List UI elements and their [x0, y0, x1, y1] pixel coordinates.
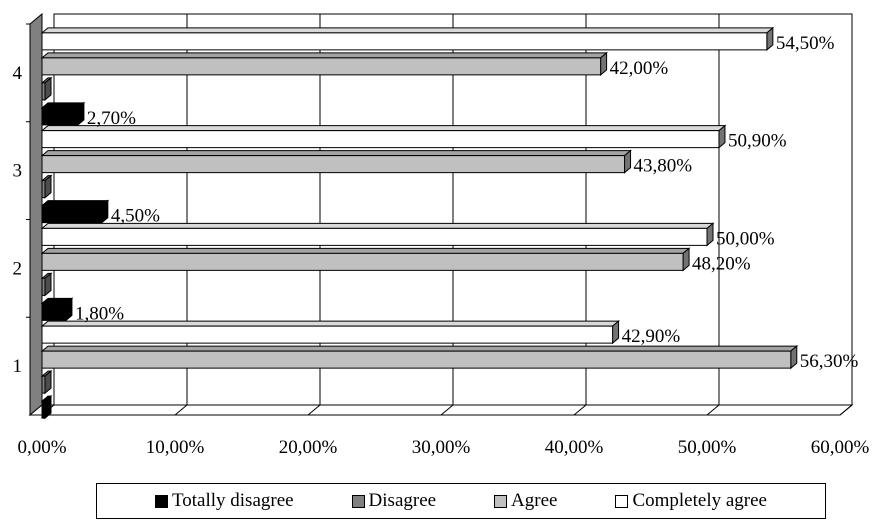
legend-swatch-icon — [615, 494, 629, 508]
y-tick-label: 2 — [13, 258, 23, 279]
x-tick-label: 30,00% — [412, 437, 471, 458]
data-label: 50,90% — [728, 131, 787, 152]
floor-plane — [28, 404, 854, 416]
bar — [41, 302, 67, 321]
y-tick-label: 4 — [13, 63, 23, 84]
x-tick-label: 10,00% — [146, 437, 205, 458]
legend-item-disagree: Disagree — [351, 490, 437, 512]
bar — [41, 375, 46, 394]
y-tick-label: 1 — [13, 356, 23, 377]
chart-axes: 0,00% 10,00% 20,00% 30,00% 40,00% 50,00% 60,00… — [13, 23, 870, 458]
bar — [41, 155, 626, 174]
data-label: 56,30% — [800, 351, 859, 372]
bar — [41, 32, 768, 51]
bar — [41, 107, 79, 126]
data-label: 50,00% — [716, 228, 775, 249]
bar — [41, 205, 103, 224]
bar — [41, 82, 46, 101]
bar-top-face — [40, 27, 775, 34]
bar — [41, 277, 46, 296]
bar-chart: 42,90% 56,30% 50,00% 48,20% 1,80% 50,90% 43,80… — [13, 12, 870, 458]
x-tick-label: 60,00% — [811, 437, 870, 458]
bar-top-face — [40, 247, 691, 254]
data-label: 4,50% — [111, 206, 160, 227]
bar — [41, 325, 614, 344]
bar-top-face — [40, 52, 608, 59]
bar — [41, 227, 708, 246]
floor-tick — [174, 404, 188, 416]
data-label: 48,20% — [692, 253, 751, 274]
bar — [41, 57, 602, 76]
legend-item-agree: Agree — [494, 490, 557, 512]
bar-top-face — [40, 102, 86, 109]
floor-tick — [307, 404, 321, 416]
x-tick-label: 50,00% — [678, 437, 737, 458]
chart-floor — [28, 12, 854, 417]
floor-tick — [440, 404, 454, 416]
legend-label: Disagree — [368, 490, 437, 511]
x-tick-label: 0,00% — [17, 437, 66, 458]
data-label: 54,50% — [776, 33, 835, 54]
floor-tick — [706, 404, 720, 416]
chart-legend: Totally disagree Disagree Agree Complete… — [96, 483, 826, 519]
data-label: 42,90% — [622, 326, 681, 347]
legend-swatch-icon — [494, 494, 508, 508]
legend-swatch-icon — [351, 494, 365, 508]
data-label: 1,80% — [75, 303, 124, 324]
legend-swatch-icon — [154, 494, 168, 508]
bar — [41, 130, 720, 149]
floor-tick — [573, 404, 587, 416]
data-label: 43,80% — [634, 156, 693, 177]
chart-data-labels: 42,90% 56,30% 50,00% 48,20% 1,80% 50,90% 43,80… — [75, 33, 859, 372]
data-label: 2,70% — [87, 108, 136, 129]
bar — [41, 350, 792, 369]
left-wall — [29, 12, 43, 417]
x-tick-label: 20,00% — [279, 437, 338, 458]
legend-label: Agree — [511, 490, 558, 511]
bar-top-face — [40, 125, 727, 132]
legend-label: Totally disagree — [171, 490, 294, 511]
bar — [41, 252, 684, 271]
bar-top-face — [40, 320, 620, 327]
bar — [41, 400, 46, 419]
x-tick-label: 40,00% — [545, 437, 604, 458]
bar-top-face — [40, 345, 799, 352]
legend-label: Completely agree — [632, 490, 767, 511]
floor-tick — [839, 404, 853, 416]
y-tick-label: 3 — [13, 161, 23, 182]
data-label: 42,00% — [610, 58, 669, 79]
bar — [41, 180, 46, 199]
legend-item-completely-agree: Completely agree — [615, 490, 767, 512]
bar-top-face — [40, 150, 632, 157]
legend-item-totally-disagree: Totally disagree — [154, 490, 294, 512]
chart-bars — [40, 26, 799, 420]
bar-top-face — [40, 200, 110, 207]
